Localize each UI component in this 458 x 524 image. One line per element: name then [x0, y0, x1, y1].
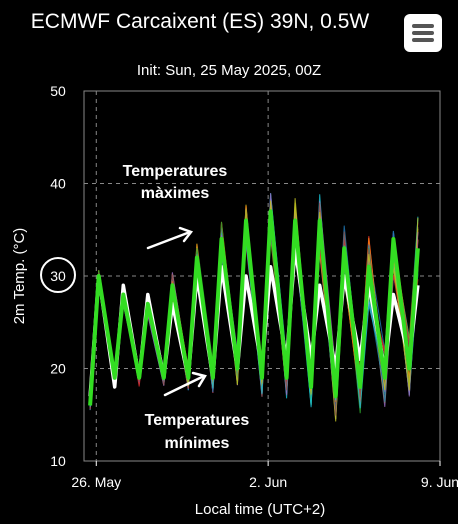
arrow-up-icon [146, 226, 194, 250]
highlight-circle [40, 257, 76, 293]
y-tick-label: 10 [50, 453, 66, 469]
chart-subtitle: Init: Sun, 25 May 2025, 00Z [136, 62, 322, 79]
y-tick-label: 30 [50, 268, 66, 284]
x-axis-label: Local time (UTC+2) [195, 501, 325, 518]
x-axis-ticks: 26. May 2. Jun 9. Jun [71, 461, 458, 490]
hamburger-menu-icon[interactable] [404, 14, 442, 52]
y-tick-label: 20 [50, 361, 66, 377]
annotation-min-line2: mínimes [165, 435, 230, 452]
x-tick-label: 2. Jun [249, 474, 287, 490]
y-tick-label: 50 [50, 83, 66, 99]
control-run-line [88, 209, 420, 406]
y-axis-ticks: 10 20 30 40 50 [50, 83, 66, 469]
annotation-max-line1: Temperatures [123, 163, 228, 180]
x-tick-label: 26. May [71, 474, 121, 490]
arrow-down-icon [163, 371, 207, 397]
menu-bar [412, 38, 434, 42]
y-axis-label: 2m Temp. (°C) [11, 228, 28, 325]
y-tick-label: 40 [50, 176, 66, 192]
main-series [88, 209, 420, 406]
annotation-max-line2: màximes [141, 185, 210, 202]
menu-bar [412, 24, 434, 28]
x-tick-label: 9. Jun [421, 474, 458, 490]
menu-bar [412, 31, 434, 35]
annotation-min-line1: Temperatures [145, 412, 250, 429]
chart-title: ECMWF Carcaixent (ES) 39N, 0.5W [30, 10, 370, 33]
grid [84, 91, 441, 461]
